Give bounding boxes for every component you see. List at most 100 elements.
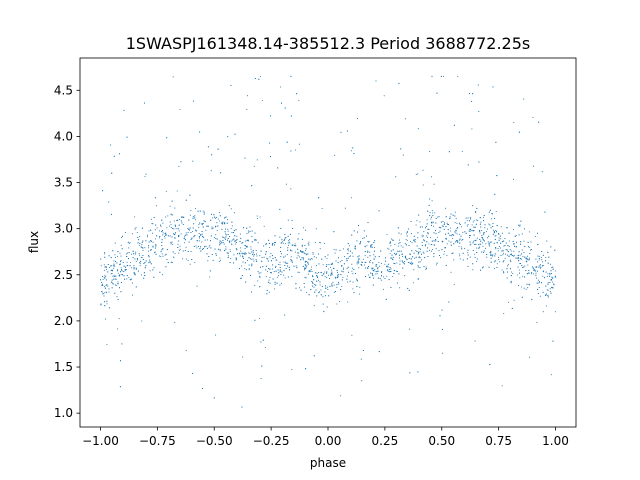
scatter-point: [124, 232, 126, 234]
scatter-point: [380, 250, 382, 252]
scatter-point: [218, 212, 220, 214]
scatter-point: [221, 228, 223, 230]
scatter-point: [435, 264, 438, 266]
scatter-point: [107, 285, 109, 287]
scatter-point: [143, 272, 145, 274]
scatter-point: [333, 267, 335, 269]
scatter-point: [227, 219, 229, 221]
scatter-point: [187, 231, 189, 233]
scatter-point: [141, 244, 143, 246]
scatter-point: [337, 276, 339, 278]
scatter-point: [170, 241, 172, 243]
scatter-point: [409, 240, 412, 243]
scatter-point: [233, 212, 235, 214]
scatter-point: [304, 267, 306, 269]
scatter-point: [472, 205, 474, 207]
scatter-point: [152, 241, 154, 243]
scatter-point: [291, 275, 293, 277]
scatter-point: [119, 260, 122, 263]
scatter-point: [236, 249, 238, 251]
scatter-point: [328, 263, 330, 266]
scatter-point: [244, 157, 246, 159]
scatter-point: [461, 248, 463, 250]
scatter-point: [215, 225, 217, 227]
scatter-point: [251, 230, 253, 232]
scatter-point: [152, 269, 154, 271]
scatter-point: [114, 254, 116, 256]
scatter-point: [450, 230, 452, 232]
scatter-point: [431, 200, 433, 202]
scatter-point: [279, 261, 281, 263]
scatter-point: [104, 274, 106, 276]
scatter-point: [520, 220, 522, 222]
scatter-point: [274, 235, 276, 237]
scatter-point: [510, 280, 512, 282]
scatter-point: [528, 269, 530, 272]
scatter-point: [161, 241, 163, 243]
scatter-point: [448, 151, 450, 153]
x-tick-label: 0.75: [485, 434, 512, 448]
scatter-point: [352, 147, 354, 149]
scatter-point: [104, 253, 106, 255]
scatter-point: [118, 275, 121, 277]
scatter-point: [188, 219, 190, 221]
scatter-point: [404, 243, 406, 245]
scatter-point: [504, 244, 506, 247]
scatter-point: [103, 276, 105, 278]
scatter-point: [457, 226, 459, 228]
scatter-point: [480, 269, 482, 271]
scatter-point: [215, 237, 217, 240]
scatter-point: [342, 271, 344, 273]
scatter-point: [417, 264, 419, 267]
scatter-point: [284, 264, 286, 267]
scatter-point: [325, 265, 327, 268]
scatter-point: [398, 82, 400, 84]
scatter-point: [215, 253, 217, 255]
scatter-point: [482, 266, 484, 268]
scatter-point: [170, 226, 172, 229]
scatter-point: [127, 265, 129, 267]
scatter-point: [253, 255, 255, 257]
scatter-point: [510, 271, 513, 273]
scatter-point: [151, 223, 153, 225]
scatter-point: [229, 250, 231, 253]
scatter-point: [469, 241, 471, 243]
scatter-point: [472, 263, 474, 265]
scatter-point: [196, 285, 198, 287]
scatter-point: [281, 239, 283, 241]
scatter-point: [445, 226, 447, 228]
scatter-point: [433, 256, 435, 258]
scatter-point: [493, 231, 495, 233]
scatter-point: [334, 291, 336, 293]
scatter-point: [297, 238, 299, 240]
scatter-point: [549, 288, 551, 290]
scatter-point: [177, 243, 179, 245]
scatter-point: [268, 291, 270, 293]
scatter-point: [342, 268, 344, 270]
scatter-point: [356, 231, 359, 233]
scatter-point: [252, 253, 254, 256]
scatter-point: [354, 246, 356, 248]
scatter-point: [178, 218, 180, 220]
scatter-point: [486, 256, 488, 258]
scatter-point: [327, 286, 329, 288]
scatter-point: [219, 259, 221, 261]
scatter-point: [419, 226, 421, 228]
scatter-point: [478, 111, 480, 113]
scatter-point: [480, 240, 482, 242]
scatter-point: [540, 256, 542, 258]
scatter-point: [362, 349, 364, 352]
scatter-point: [302, 257, 305, 259]
scatter-point: [218, 260, 220, 262]
scatter-point: [306, 260, 308, 263]
scatter-point: [101, 283, 104, 285]
scatter-point: [280, 86, 282, 88]
scatter-point: [450, 235, 452, 237]
scatter-point: [119, 360, 122, 362]
scatter-point: [346, 130, 349, 132]
scatter-point: [509, 253, 511, 256]
scatter-point: [294, 251, 296, 253]
scatter-point: [550, 270, 552, 272]
scatter-point: [212, 227, 214, 229]
scatter-point: [501, 385, 503, 387]
